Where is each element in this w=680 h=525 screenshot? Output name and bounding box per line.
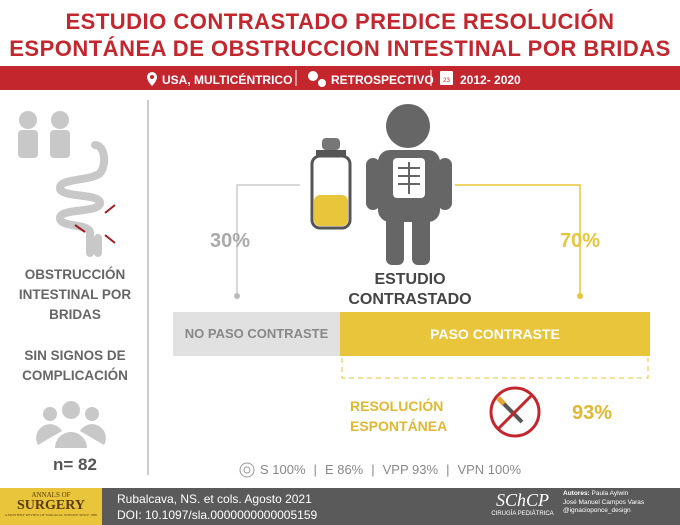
info-icons — [147, 71, 453, 87]
doi: DOI: 10.1097/sla.0000000000005159 — [117, 508, 318, 522]
no-pass-label: NO PASO CONTRASTE — [184, 326, 329, 341]
outcome: RESOLUCIÓN ESPONTÁNEA — [350, 398, 448, 434]
logo-sub: CIRUGÍA PEDIÁTRICA — [491, 511, 554, 517]
group-icon — [36, 401, 106, 448]
title-line: ESPONTÁNEA DE OBSTRUCCION INTESTINAL POR… — [9, 36, 671, 61]
title: ESTUDIO CONTRASTADO PREDICE RESOLUCIÓN E… — [0, 8, 680, 62]
journal-sub: A MONTHLY REVIEW OF SURGICAL SCIENCE SIN… — [4, 513, 98, 517]
no-pass-pct: 30% — [210, 230, 251, 252]
criteria: SIN SIGNOS DE COMPLICACIÓN — [22, 348, 128, 383]
logo: SChCP CIRUGÍA PEDIÁTRICA — [485, 490, 560, 517]
stat: E 86% — [324, 462, 364, 477]
stat: VPN 100% — [457, 462, 522, 477]
kids-icon — [18, 111, 70, 158]
no-pass-bar — [173, 312, 340, 356]
connector — [455, 184, 581, 295]
outcome-pct: 93% — [572, 402, 613, 424]
footer — [0, 488, 680, 525]
dot — [234, 293, 240, 299]
bottle-icon — [310, 138, 352, 230]
sample-size: n= 82 — [53, 455, 97, 474]
author: José Manuel Campos Varas — [563, 498, 645, 506]
info-period: 2012- 2020 — [460, 73, 521, 87]
dashed-box — [341, 358, 649, 379]
calendar-day: 23 — [443, 78, 450, 84]
journal-main: SURGERY — [17, 498, 85, 513]
condition: OBSTRUCCIÓN INTESTINAL POR BRIDAS — [18, 267, 132, 322]
authors-label: Autores: — [563, 490, 590, 497]
stat: S 100% — [260, 462, 306, 477]
journal: ANNALS OF SURGERY A MONTHLY REVIEW OF SU… — [0, 488, 102, 525]
citation-text: Rubalcava, NS. et cols. Agosto 2021 — [117, 492, 312, 506]
title-line: ESTUDIO CONTRASTADO PREDICE RESOLUCIÓN — [65, 9, 615, 34]
pass-bar — [340, 312, 650, 356]
no-surgery-icon — [489, 386, 541, 438]
journal-top: ANNALS OF — [31, 491, 71, 499]
stat: VPP 93% — [382, 462, 439, 477]
intestine-icon — [55, 141, 109, 257]
info-design: RETROSPECTIVO — [331, 73, 434, 87]
stats: S 100% | E 86% | VPP 93% | VPN 100% — [260, 462, 522, 477]
info-location: USA, MULTICÉNTRICO — [162, 73, 293, 87]
author: Paula Aylwin — [591, 490, 629, 497]
info-band — [0, 66, 680, 90]
person-icon — [366, 104, 452, 265]
dot — [577, 293, 583, 299]
target-icon — [239, 462, 255, 478]
authors: Autores: Paula Aylwin José Manuel Campos… — [563, 490, 678, 516]
study-label: ESTUDIO CONTRASTADO — [348, 271, 472, 308]
author: @ignacioponce_design — [563, 507, 631, 514]
pass-pct: 70% — [560, 230, 601, 252]
arrows — [74, 204, 116, 244]
pass-label: PASO CONTRASTE — [430, 326, 560, 342]
citation: Rubalcava, NS. et cols. Agosto 2021 DOI:… — [117, 491, 317, 523]
logo-text: SChCP — [495, 490, 549, 510]
connector — [236, 184, 300, 295]
